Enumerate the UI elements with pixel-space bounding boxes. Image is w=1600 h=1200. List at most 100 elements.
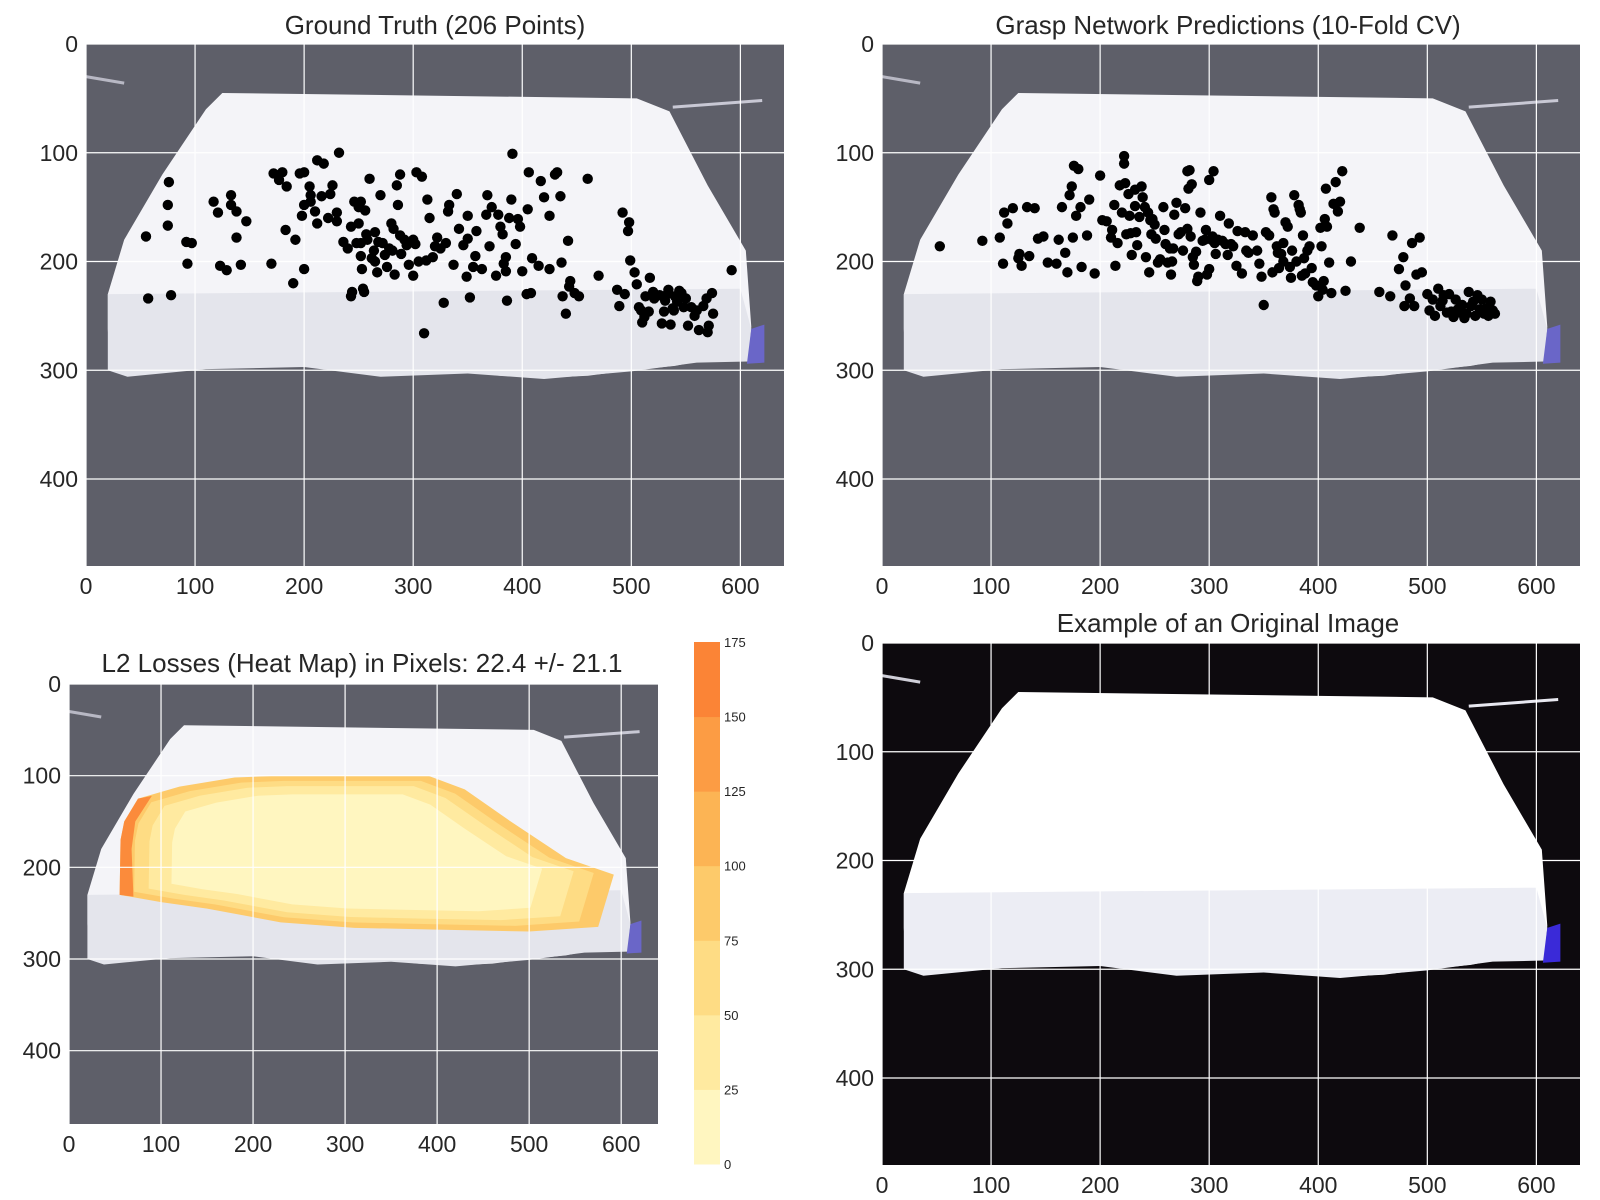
cable-right — [672, 99, 763, 109]
scatter-point — [703, 320, 714, 331]
scatter-point — [346, 286, 358, 298]
scatter-point — [1414, 232, 1425, 243]
x-tick-label: 600 — [1517, 573, 1555, 599]
scatter-point — [998, 207, 1010, 218]
scatter-point — [142, 293, 154, 304]
colorbar-segment — [694, 716, 720, 792]
scatter-point — [1457, 299, 1468, 311]
scatter-point — [1409, 300, 1420, 312]
scatter-point — [407, 270, 419, 281]
scatter-point — [298, 167, 310, 178]
scatter-point — [497, 229, 508, 240]
scatter-point — [551, 167, 563, 178]
y-tick-label: 200 — [23, 854, 61, 880]
scatter-point — [290, 234, 301, 245]
scatter-point — [1393, 263, 1405, 275]
towel-front-fold — [903, 887, 1548, 978]
scatter-point — [353, 218, 364, 229]
scatter-point — [1064, 189, 1075, 201]
scatter-point — [1278, 237, 1289, 249]
scatter-point — [533, 260, 544, 272]
scatter-point — [304, 181, 315, 192]
scatter-point — [360, 205, 371, 216]
scatter-point — [362, 234, 373, 245]
purple-object — [626, 920, 642, 954]
colorbar-segment — [694, 1089, 720, 1165]
scatter-point — [481, 209, 492, 220]
scatter-point — [1332, 206, 1344, 217]
scatter-point — [1247, 230, 1259, 241]
scatter-point — [375, 189, 386, 201]
scatter-point — [1214, 210, 1226, 222]
scatter-point — [453, 223, 465, 235]
x-tick-label: 600 — [602, 1131, 640, 1157]
scatter-point — [280, 224, 291, 236]
scatter-point — [1140, 251, 1152, 263]
scatter-point — [1002, 218, 1013, 229]
scatter-point — [678, 301, 689, 313]
scatter-point — [486, 201, 497, 213]
scatter-point — [535, 175, 546, 187]
scatter-point — [448, 259, 459, 270]
scatter-point — [1060, 247, 1071, 258]
scatter-point — [438, 297, 449, 309]
colorbar-segment — [694, 865, 720, 941]
scatter-point — [1171, 197, 1182, 208]
x-tick-label: 100 — [142, 1131, 180, 1157]
scatter-point — [392, 199, 404, 211]
scatter-point — [1232, 225, 1243, 237]
scatter-point — [1223, 218, 1235, 229]
colorbar-tick-label: 75 — [724, 933, 738, 948]
plot-area: 0 100 200 300 400 500 600 0 100 200 300 400 — [23, 671, 658, 1157]
scatter-point — [1167, 243, 1179, 254]
scatter-point — [706, 287, 718, 299]
scatter-point — [1120, 178, 1131, 189]
scatter-point — [1227, 241, 1239, 252]
x-tick-label: 0 — [876, 573, 889, 599]
panel-original-image: Example of an Original Image 0 100 200 300 4… — [836, 608, 1580, 1198]
scatter-point — [1118, 150, 1130, 162]
scatter-point — [1124, 210, 1135, 222]
y-tick-label: 0 — [65, 31, 78, 57]
y-tick-label: 100 — [836, 140, 874, 166]
scatter-point — [643, 306, 654, 317]
scatter-point — [322, 212, 334, 224]
scatter-point — [1021, 201, 1033, 213]
scatter-point — [1137, 192, 1148, 203]
scatter-point — [471, 225, 482, 237]
heat-contour-level — [171, 794, 543, 912]
scatter-point — [305, 196, 316, 207]
scatter-point — [1398, 251, 1409, 263]
cable-right — [564, 730, 640, 739]
x-tick-label: 600 — [721, 573, 759, 599]
scatter-point — [1081, 230, 1093, 241]
y-tick-label: 0 — [861, 31, 874, 57]
scatter-point — [391, 180, 403, 191]
scatter-point — [235, 259, 247, 270]
scatter-point — [997, 258, 1009, 269]
scatter-point — [622, 225, 634, 237]
purple-object — [1542, 324, 1561, 364]
scatter-point — [1203, 174, 1215, 186]
scatter-point — [451, 188, 463, 200]
scatter-point — [309, 206, 321, 217]
colorbar-tick-label: 100 — [724, 859, 746, 874]
scatter-point — [1112, 237, 1123, 249]
scatter-point — [312, 218, 323, 229]
scatter-point — [1126, 249, 1137, 261]
scatter-point — [1340, 285, 1351, 297]
scatter-point — [422, 194, 433, 205]
scatter-point — [231, 206, 242, 217]
scatter-point — [221, 265, 232, 276]
scatter-point — [501, 295, 513, 306]
scatter-point — [1185, 231, 1196, 242]
scatter-point — [1130, 226, 1142, 238]
scatter-point — [1326, 287, 1337, 299]
scatter-point — [1042, 257, 1053, 268]
scatter-point — [503, 212, 515, 224]
scatter-point — [573, 291, 585, 302]
scatter-point — [1149, 219, 1160, 230]
scatter-point — [1254, 258, 1265, 269]
scatter-point — [387, 245, 398, 256]
scatter-point — [1159, 224, 1170, 236]
